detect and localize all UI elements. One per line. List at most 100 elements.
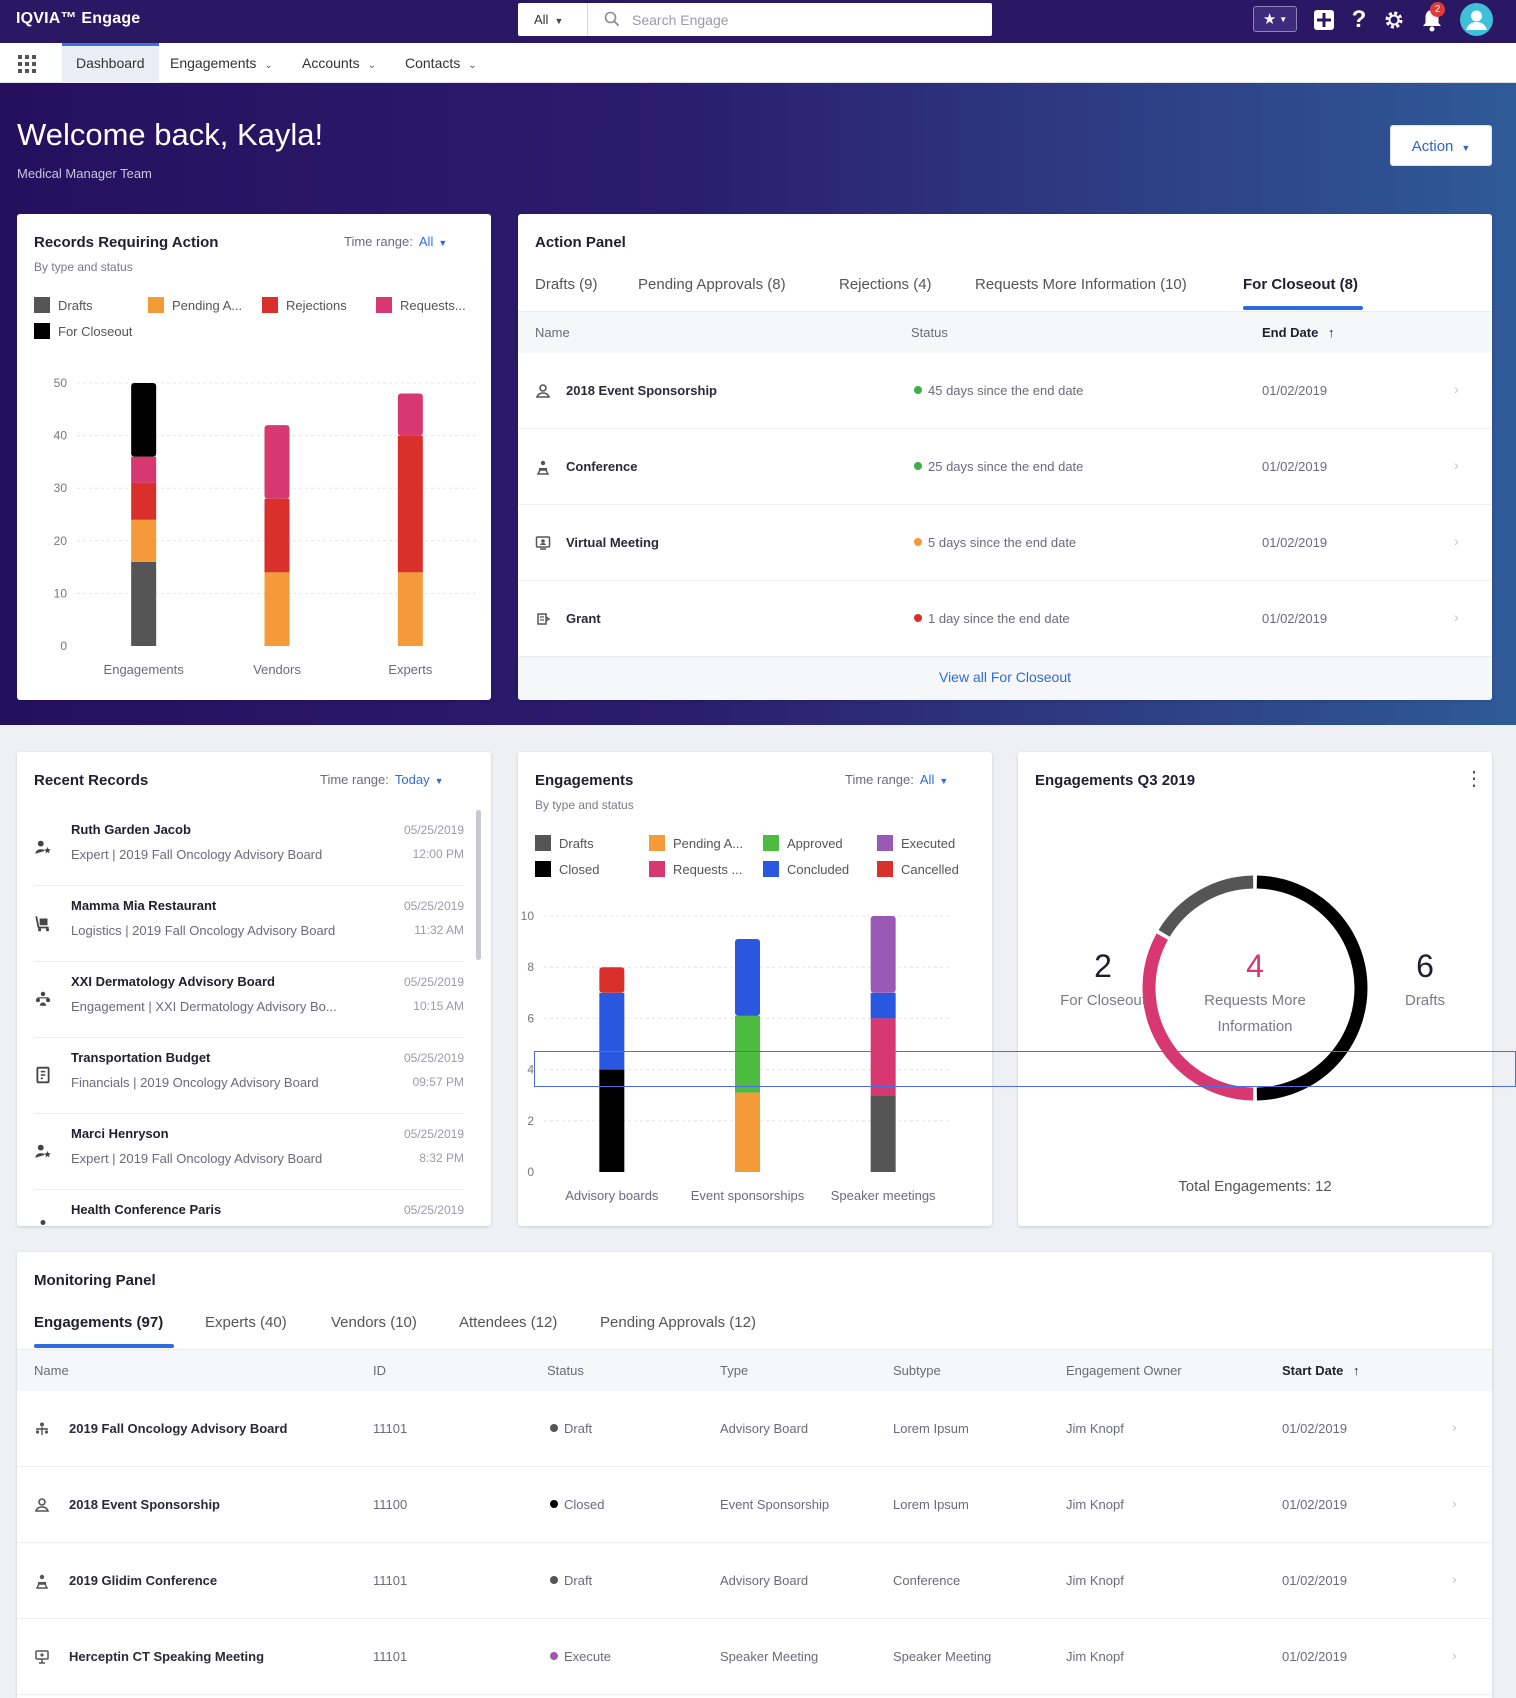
bar-segment[interactable]: [870, 992, 896, 1019]
legend-item[interactable]: Pending A...: [148, 297, 242, 313]
bar-segment[interactable]: [735, 939, 760, 1016]
column-subtype[interactable]: Subtype: [893, 1363, 941, 1378]
legend-item[interactable]: Drafts: [535, 835, 594, 851]
scrollbar[interactable]: [476, 810, 481, 960]
chevron-right-icon[interactable]: ›: [1454, 609, 1459, 625]
bar-stack[interactable]: [397, 393, 423, 646]
legend-item[interactable]: Drafts: [34, 297, 93, 313]
chevron-right-icon[interactable]: ›: [1452, 1419, 1457, 1435]
gear-icon[interactable]: [1382, 8, 1406, 32]
legend-item[interactable]: Approved: [763, 835, 843, 851]
tab-requests-more-information[interactable]: Requests More Information (10): [975, 276, 1187, 293]
bar-segment[interactable]: [599, 967, 625, 993]
view-all-for-closeout-link[interactable]: View all For Closeout: [938, 669, 1072, 685]
legend-item[interactable]: Closed: [535, 861, 599, 877]
bar-segment[interactable]: [599, 992, 625, 1070]
chevron-right-icon[interactable]: ›: [1452, 1571, 1457, 1587]
donut-slice[interactable]: [1256, 875, 1368, 1101]
bar-segment[interactable]: [735, 1092, 760, 1172]
record-name[interactable]: Grant: [566, 611, 601, 626]
chevron-right-icon[interactable]: ›: [1454, 457, 1459, 473]
table-row[interactable]: 2018 Event Sponsorship 45 days since the …: [518, 353, 1492, 429]
legend-item[interactable]: Pending A...: [649, 835, 743, 851]
legend-item[interactable]: Cancelled: [877, 861, 959, 877]
table-row[interactable]: Virtual Meeting 5 days since the end date…: [518, 505, 1492, 581]
chevron-right-icon[interactable]: ›: [1452, 1495, 1457, 1511]
user-avatar[interactable]: [1460, 3, 1493, 36]
column-name[interactable]: Name: [535, 325, 570, 340]
bar-stack[interactable]: [131, 383, 157, 646]
recent-record-item[interactable]: Ruth Garden Jacob Expert | 2019 Fall Onco…: [34, 810, 464, 886]
column-end-date[interactable]: End Date ↑: [1262, 325, 1334, 340]
help-icon[interactable]: ?: [1351, 6, 1367, 33]
bar-segment[interactable]: [131, 482, 157, 520]
app-brand[interactable]: IQVIA™ Engage: [16, 10, 141, 27]
search-input[interactable]: [632, 3, 972, 36]
legend-item[interactable]: Requests ...: [649, 861, 742, 877]
engagement-name[interactable]: 2018 Event Sponsorship: [69, 1497, 220, 1512]
chevron-right-icon[interactable]: ›: [1454, 533, 1459, 549]
bar-segment[interactable]: [264, 498, 290, 573]
recent-record-item[interactable]: Mamma Mia Restaurant Logistics | 2019 Fal…: [34, 886, 464, 962]
engagement-name[interactable]: 2019 Glidim Conference: [69, 1573, 218, 1588]
column-id[interactable]: ID: [373, 1363, 386, 1378]
record-title[interactable]: XXI Dermatology Advisory Board: [71, 974, 275, 989]
tab-rejections[interactable]: Rejections (4): [839, 276, 932, 293]
nav-contacts[interactable]: Contacts ⌄: [391, 43, 491, 83]
record-title[interactable]: Transportation Budget: [71, 1050, 211, 1065]
bar-segment[interactable]: [264, 572, 290, 646]
engagement-name[interactable]: 2019 Fall Oncology Advisory Board: [69, 1421, 288, 1436]
tab-engagements[interactable]: Engagements (97): [34, 1314, 164, 1331]
legend-item[interactable]: Requests...: [376, 297, 466, 313]
legend-item[interactable]: Rejections: [262, 297, 347, 313]
favorites-button[interactable]: ★ ▼: [1253, 6, 1297, 32]
legend-item[interactable]: For Closeout: [34, 323, 132, 339]
legend-item[interactable]: Executed: [877, 835, 955, 851]
bar-segment[interactable]: [870, 1018, 896, 1096]
bar-segment[interactable]: [735, 1015, 760, 1093]
table-row[interactable]: Grant 1 day since the end date 01/02/2019 ›: [518, 581, 1492, 657]
action-button[interactable]: Action ▼: [1390, 125, 1492, 166]
nav-accounts[interactable]: Accounts ⌄: [288, 43, 390, 83]
bar-segment[interactable]: [870, 1095, 896, 1172]
tab-for-closeout[interactable]: For Closeout (8): [1243, 276, 1358, 293]
bar-segment[interactable]: [131, 561, 157, 646]
bar-segment[interactable]: [131, 383, 157, 457]
tab-experts[interactable]: Experts (40): [205, 1314, 287, 1331]
bar-stack[interactable]: [264, 425, 290, 646]
more-options-icon[interactable]: ⋮: [1464, 768, 1484, 790]
chevron-right-icon[interactable]: ›: [1454, 381, 1459, 397]
table-row[interactable]: Herceptin CT Speaking Meeting 11101 Execut…: [17, 1619, 1492, 1695]
tab-drafts[interactable]: Drafts (9): [535, 276, 598, 293]
column-status[interactable]: Status: [911, 325, 948, 340]
donut-slice[interactable]: [1158, 875, 1254, 937]
time-range-filter[interactable]: Time range: All ▼: [845, 772, 948, 787]
table-row[interactable]: 2019 Fall Oncology Advisory Board 11101 Dr…: [17, 1391, 1492, 1467]
legend-item[interactable]: Concluded: [763, 861, 849, 877]
record-title[interactable]: Ruth Garden Jacob: [71, 822, 191, 837]
bar-segment[interactable]: [870, 916, 896, 993]
tab-vendors[interactable]: Vendors (10): [331, 1314, 417, 1331]
column-status[interactable]: Status: [547, 1363, 584, 1378]
recent-record-item[interactable]: Health Conference Paris 05/25/2019: [34, 1190, 464, 1226]
table-row[interactable]: Conference 25 days since the end date 01/0…: [518, 429, 1492, 505]
time-range-filter[interactable]: Time range: Today ▼: [320, 772, 444, 787]
engagement-name[interactable]: Herceptin CT Speaking Meeting: [69, 1649, 265, 1664]
nav-dashboard[interactable]: Dashboard: [62, 43, 159, 83]
column-start-date[interactable]: Start Date ↑: [1282, 1363, 1360, 1378]
time-range-filter[interactable]: Time range: All ▼: [344, 234, 447, 249]
recent-record-item[interactable]: XXI Dermatology Advisory Board Engagement…: [34, 962, 464, 1038]
bar-segment[interactable]: [397, 435, 423, 573]
nav-engagements[interactable]: Engagements ⌄: [156, 43, 287, 83]
bar-stack[interactable]: [870, 916, 896, 1172]
record-title[interactable]: Mamma Mia Restaurant: [71, 898, 217, 913]
table-row[interactable]: 2019 Glidim Conference 11101 Draft Advisory…: [17, 1543, 1492, 1619]
recent-record-item[interactable]: Transportation Budget Financials | 2019 O…: [34, 1038, 464, 1114]
record-title[interactable]: Health Conference Paris: [71, 1202, 222, 1217]
bar-segment[interactable]: [131, 519, 157, 562]
bar-segment[interactable]: [397, 572, 423, 646]
tab-attendees[interactable]: Attendees (12): [459, 1314, 558, 1331]
bar-segment[interactable]: [397, 393, 423, 436]
bar-segment[interactable]: [131, 456, 157, 483]
recent-record-item[interactable]: Marci Henryson Expert | 2019 Fall Oncolog…: [34, 1114, 464, 1190]
